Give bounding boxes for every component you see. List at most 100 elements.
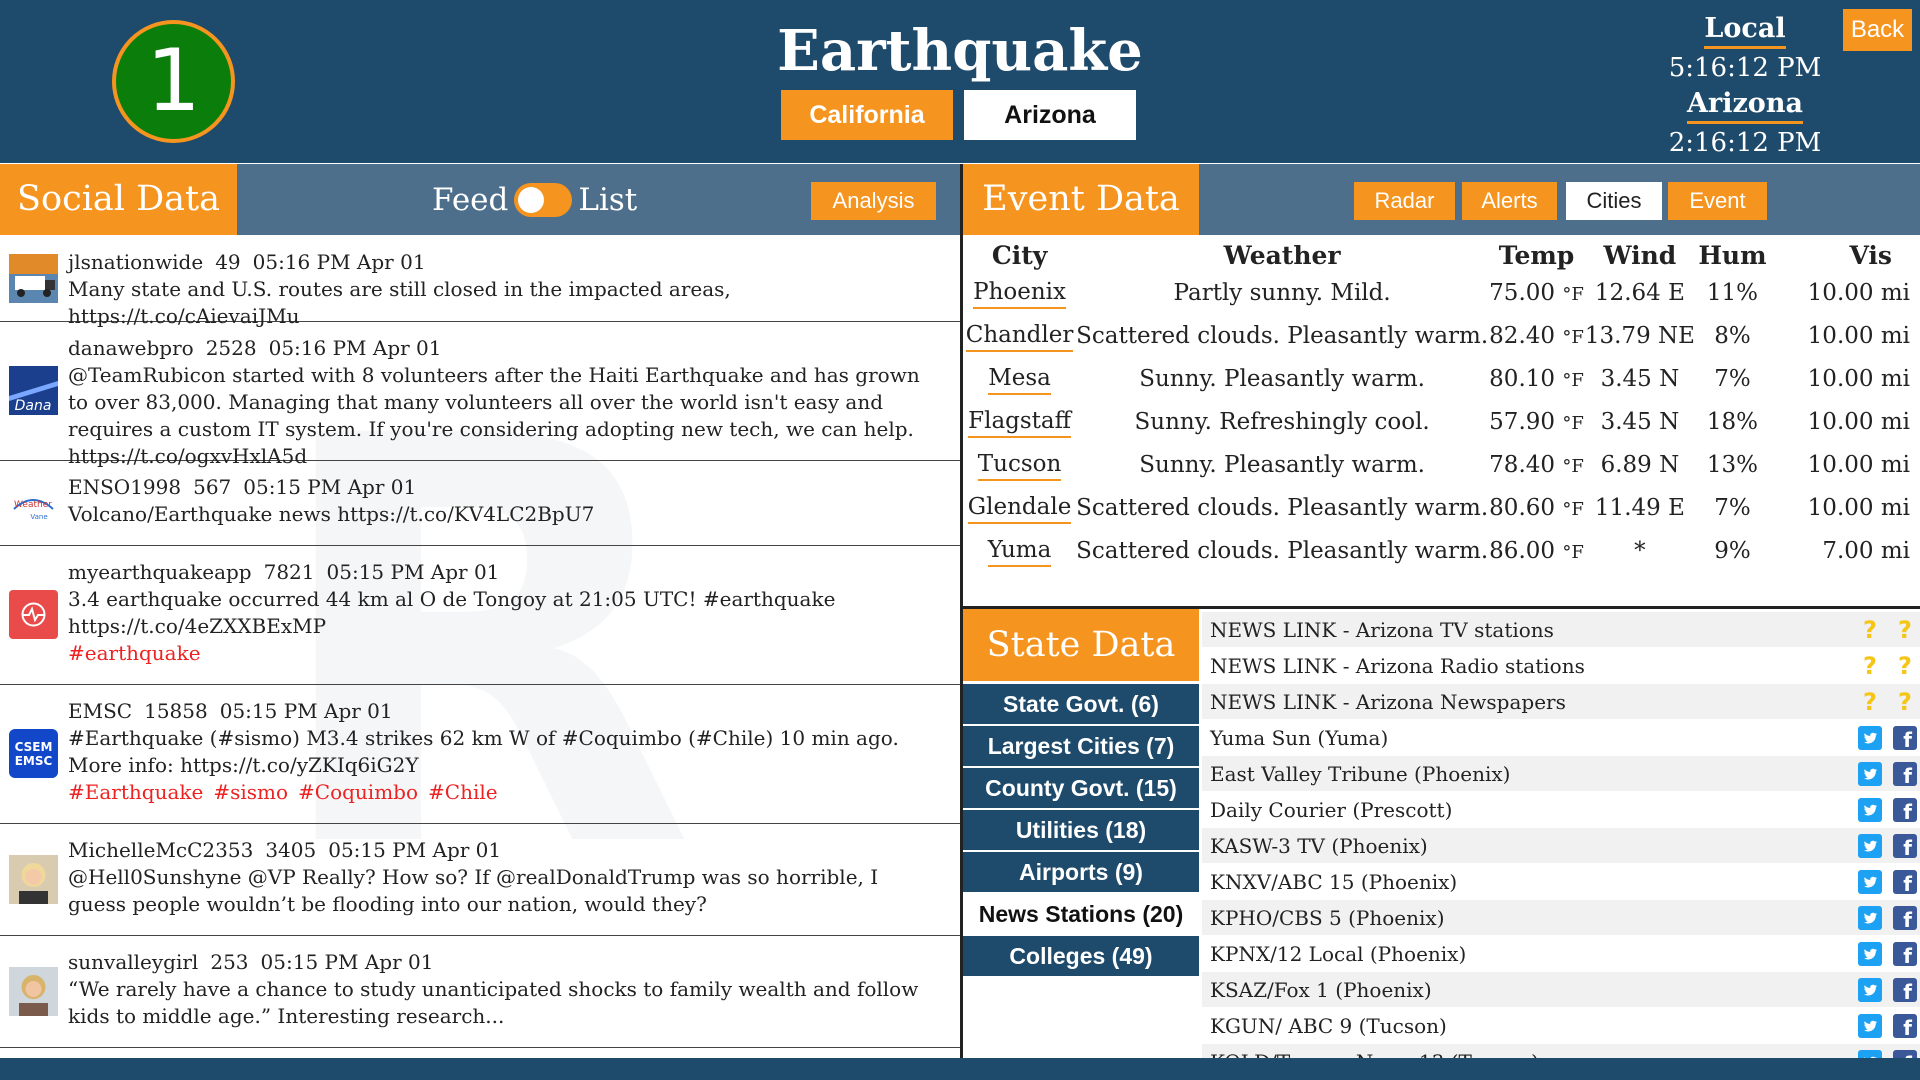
menu-utilities[interactable]: Utilities (18) [963,810,1199,850]
news-row[interactable]: KASW-3 TV (Phoenix) f [1202,828,1920,864]
feed-post[interactable]: sunvalleygirl 253 05:15 PM Apr 01 “We rare… [0,936,960,1048]
news-row[interactable]: KOLD/Tucson News 13 (Tucson) f [1202,1044,1920,1058]
news-link[interactable]: KSAZ/Fox 1 (Phoenix) [1210,978,1432,1002]
news-row[interactable]: NEWS LINK - Arizona Newspapers?? [1202,684,1920,720]
facebook-icon[interactable]: f [1893,906,1917,930]
news-link[interactable]: KASW-3 TV (Phoenix) [1210,834,1428,858]
city-link[interactable]: Chandler [965,320,1074,352]
twitter-icon[interactable] [1858,798,1882,822]
feed-list-toggle[interactable] [514,182,573,217]
twitter-icon[interactable] [1858,870,1882,894]
twitter-icon[interactable] [1858,942,1882,966]
feed-post[interactable]: MichelleMcC2353 3405 05:15 PM Apr 01 @Hell… [0,824,960,936]
facebook-icon[interactable]: f [1893,762,1917,786]
weather-vane-avatar: Weather Vane [9,479,58,528]
news-stations-list[interactable]: NEWS LINK - Arizona TV stations?? NEWS LI… [1202,612,1920,1058]
menu-airports[interactable]: Airports (9) [963,852,1199,892]
facebook-icon[interactable]: f [1893,870,1917,894]
post-user[interactable]: myearthquakeapp [68,560,252,584]
post-user[interactable]: EMSC [68,699,133,723]
news-row[interactable]: Daily Courier (Prescott) f [1202,792,1920,828]
post-user[interactable]: jlsnationwide [68,250,204,274]
twitter-icon[interactable] [1858,1050,1882,1058]
city-link[interactable]: Glendale [967,492,1072,524]
news-link[interactable]: Yuma Sun (Yuma) [1210,726,1389,750]
twitter-icon[interactable] [1858,978,1882,1002]
facebook-icon[interactable]: f [1893,1050,1917,1058]
twitter-icon[interactable] [1858,726,1882,750]
city-link[interactable]: Yuma [987,535,1052,567]
news-row[interactable]: KPHO/CBS 5 (Phoenix) f [1202,900,1920,936]
menu-county-govt[interactable]: County Govt. (15) [963,768,1199,808]
news-row[interactable]: East Valley Tribune (Phoenix) f [1202,756,1920,792]
news-link[interactable]: NEWS LINK - Arizona Radio stations [1210,654,1585,678]
feed-post[interactable]: Weather Vane ENSO1998 567 05:15 PM Apr 01 … [0,461,960,546]
alerts-button[interactable]: Alerts [1462,182,1557,220]
list-label: List [578,181,638,218]
city-link[interactable]: Tucson [977,449,1062,481]
weather-cell: Sunny. Pleasantly warm. [1139,451,1425,478]
tab-california[interactable]: California [781,90,953,140]
facebook-icon[interactable]: f [1893,798,1917,822]
news-link[interactable]: KNXV/ABC 15 (Phoenix) [1210,870,1458,894]
news-row[interactable]: KSAZ/Fox 1 (Phoenix) f [1202,972,1920,1008]
news-link[interactable]: NEWS LINK - Arizona TV stations [1210,618,1554,642]
news-row[interactable]: KNXV/ABC 15 (Phoenix) f [1202,864,1920,900]
news-link[interactable]: Daily Courier (Prescott) [1210,798,1453,822]
twitter-icon[interactable] [1858,762,1882,786]
cities-button[interactable]: Cities [1566,182,1662,220]
city-link[interactable]: Phoenix [973,277,1066,309]
news-row[interactable]: KPNX/12 Local (Phoenix) f [1202,936,1920,972]
question-icon[interactable]: ? [1863,688,1877,716]
city-link[interactable]: Flagstaff [968,406,1071,438]
news-link[interactable]: KPHO/CBS 5 (Phoenix) [1210,906,1445,930]
menu-news-stations[interactable]: News Stations (20) [963,894,1199,934]
back-button[interactable]: Back [1843,9,1912,51]
post-user[interactable]: danawebpro [68,336,194,360]
question-icon[interactable]: ? [1898,616,1912,644]
news-row[interactable]: NEWS LINK - Arizona Radio stations?? [1202,648,1920,684]
feed-post[interactable]: jlsnationwide 49 05:16 PM Apr 01 Many stat… [0,236,960,328]
news-link[interactable]: KOLD/Tucson News 13 (Tucson) [1210,1050,1539,1058]
post-user[interactable]: ENSO1998 [68,475,182,499]
news-link[interactable]: NEWS LINK - Arizona Newspapers [1210,690,1566,714]
facebook-icon[interactable]: f [1893,978,1917,1002]
feed-post[interactable]: myearthquakeapp 7821 05:15 PM Apr 01 3.4 e… [0,546,960,685]
question-icon[interactable]: ? [1863,652,1877,680]
hashtag[interactable]: #Chile [428,780,498,804]
question-icon[interactable]: ? [1863,616,1877,644]
twitter-icon[interactable] [1858,906,1882,930]
facebook-icon[interactable]: f [1893,942,1917,966]
menu-largest-cities[interactable]: Largest Cities (7) [963,726,1199,766]
question-icon[interactable]: ? [1898,688,1912,716]
feed-post[interactable]: CSEM EMSC EMSC 15858 05:15 PM Apr 01 #Eart… [0,685,960,824]
post-user[interactable]: MichelleMcC2353 [68,838,254,862]
analysis-button[interactable]: Analysis [811,182,936,220]
twitter-icon[interactable] [1858,1014,1882,1038]
radar-button[interactable]: Radar [1354,182,1455,220]
post-user[interactable]: sunvalleygirl [68,950,199,974]
news-row[interactable]: NEWS LINK - Arizona TV stations?? [1202,612,1920,648]
menu-state-govt[interactable]: State Govt. (6) [963,684,1199,724]
hashtag[interactable]: #Earthquake [68,780,204,804]
facebook-icon[interactable]: f [1893,834,1917,858]
event-button[interactable]: Event [1668,182,1767,220]
news-link[interactable]: KPNX/12 Local (Phoenix) [1210,942,1467,966]
menu-colleges[interactable]: Colleges (49) [963,936,1199,976]
tab-arizona[interactable]: Arizona [964,90,1136,140]
hashtag[interactable]: #sismo [213,780,289,804]
news-link[interactable]: East Valley Tribune (Phoenix) [1210,762,1511,786]
question-icon[interactable]: ? [1898,652,1912,680]
facebook-icon[interactable]: f [1893,726,1917,750]
facebook-icon[interactable]: f [1893,1014,1917,1038]
news-row[interactable]: KGUN/ ABC 9 (Tucson) f [1202,1008,1920,1044]
social-feed[interactable]: R jlsnationwide 49 05:16 PM Apr 01 Many st… [0,236,960,1058]
table-row: Phoenix Partly sunny. Mild. 75.00 °F 12.64 … [963,271,1920,314]
news-row[interactable]: Yuma Sun (Yuma) f [1202,720,1920,756]
news-link[interactable]: KGUN/ ABC 9 (Tucson) [1210,1014,1447,1038]
hashtag[interactable]: #earthquake [68,641,201,665]
feed-post[interactable]: Dana danawebpro 2528 05:16 PM Apr 01 @Team… [0,322,960,468]
hashtag[interactable]: #Coquimbo [298,780,419,804]
twitter-icon[interactable] [1858,834,1882,858]
city-link[interactable]: Mesa [988,363,1051,395]
